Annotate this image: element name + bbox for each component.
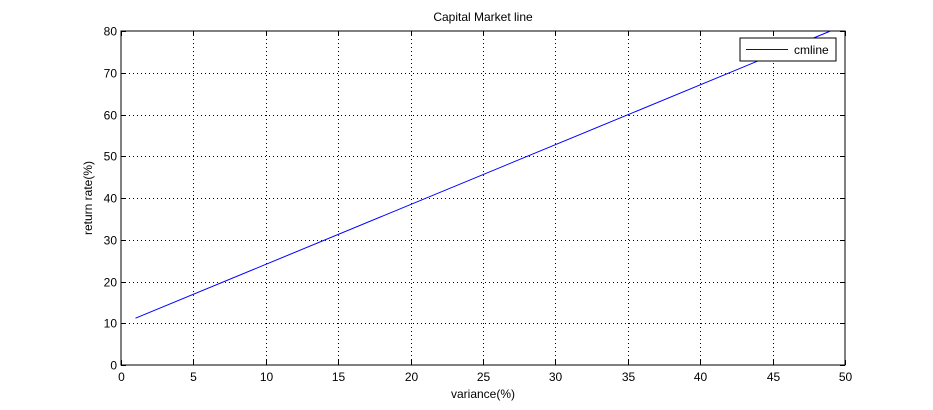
x-tick-label: 50 [839,370,853,384]
y-tick-label: 30 [104,234,118,248]
x-tick-label: 25 [477,370,491,384]
y-axis-label: return rate(%) [81,161,95,235]
y-tick-label: 10 [104,317,118,331]
legend: cmline [739,37,837,62]
x-tick-label: 10 [260,370,274,384]
x-axis-label: variance(%) [451,387,515,401]
x-tick-label: 30 [549,370,563,384]
chart-title: Capital Market line [433,10,533,24]
series-layer [135,30,831,319]
grid [121,31,845,365]
series-line-cmline [135,30,831,319]
x-tick-label: 45 [767,370,781,384]
y-tick-label: 70 [104,67,118,81]
y-tick-label: 20 [104,276,118,290]
y-tick-label: 60 [104,109,118,123]
x-tick-label: 0 [118,370,125,384]
x-tick-label: 40 [694,370,708,384]
x-tick-label: 15 [332,370,346,384]
y-tick-label: 50 [104,150,118,164]
y-tick-label: 80 [104,25,118,39]
y-tick-label: 0 [110,359,117,373]
x-tick-label: 5 [190,370,197,384]
axis-ticks: 0 5 10 15 20 25 30 35 40 45 50 0 10 20 30 40 50 60 70 80 [104,25,853,385]
x-tick-label: 35 [622,370,636,384]
legend-label-cmline: cmline [794,43,829,57]
x-tick-label: 20 [405,370,419,384]
y-tick-label: 40 [104,192,118,206]
